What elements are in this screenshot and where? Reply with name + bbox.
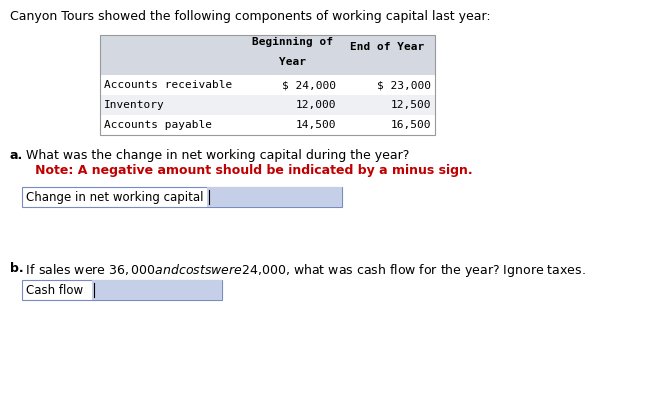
- Text: Beginning of: Beginning of: [252, 37, 333, 47]
- Text: Accounts payable: Accounts payable: [104, 120, 212, 130]
- Text: a.: a.: [10, 149, 23, 162]
- Text: End of Year: End of Year: [350, 42, 424, 52]
- Text: Cash flow: Cash flow: [26, 284, 83, 296]
- Text: Year: Year: [279, 57, 306, 67]
- Text: Inventory: Inventory: [104, 100, 165, 110]
- Bar: [100, 75, 435, 95]
- Text: 12,000: 12,000: [295, 100, 336, 110]
- Text: Note: A negative amount should be indicated by a minus sign.: Note: A negative amount should be indica…: [22, 164, 473, 177]
- Text: 16,500: 16,500: [391, 120, 431, 130]
- Bar: [100, 115, 435, 135]
- Text: $ 24,000: $ 24,000: [282, 80, 336, 90]
- Bar: [100, 35, 435, 135]
- Text: 14,500: 14,500: [295, 120, 336, 130]
- Bar: [22, 280, 222, 300]
- Bar: [100, 95, 435, 115]
- Text: Canyon Tours showed the following components of working capital last year:: Canyon Tours showed the following compon…: [10, 10, 490, 23]
- Bar: [207, 187, 342, 207]
- Bar: [22, 187, 342, 207]
- Text: Change in net working capital: Change in net working capital: [26, 190, 203, 204]
- Bar: [100, 35, 435, 75]
- Text: b.: b.: [10, 262, 23, 275]
- Bar: [92, 280, 222, 300]
- Text: Accounts receivable: Accounts receivable: [104, 80, 232, 90]
- Text: 12,500: 12,500: [391, 100, 431, 110]
- Text: If sales were $36,000 and costs were $24,000, what was cash flow for the year? I: If sales were $36,000 and costs were $24…: [22, 262, 585, 279]
- Text: What was the change in net working capital during the year?: What was the change in net working capit…: [22, 149, 409, 162]
- Text: $ 23,000: $ 23,000: [377, 80, 431, 90]
